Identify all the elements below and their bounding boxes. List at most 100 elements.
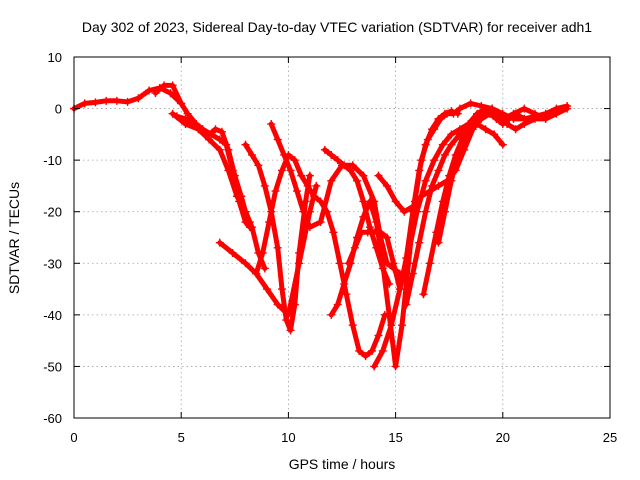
- y-tick-label: -20: [43, 205, 62, 220]
- data-point-marker: [273, 300, 282, 309]
- x-axis-label: GPS time / hours: [289, 456, 396, 472]
- data-point-marker: [520, 104, 529, 113]
- data-point-marker: [344, 259, 353, 268]
- data-point-marker: [350, 243, 359, 252]
- data-point-marker: [102, 96, 111, 105]
- data-point-marker: [340, 279, 349, 288]
- series-arc-12: [370, 120, 507, 371]
- data-point-marker: [359, 171, 368, 180]
- data-point-marker: [327, 176, 336, 185]
- data-point-marker: [511, 125, 520, 134]
- data-point-marker: [421, 207, 430, 216]
- data-point-marker: [378, 259, 387, 268]
- data-point-marker: [389, 259, 398, 268]
- data-point-marker: [376, 228, 385, 237]
- x-tick-label: 25: [603, 430, 617, 445]
- data-point-marker: [419, 290, 428, 299]
- data-point-marker: [391, 362, 400, 371]
- data-point-marker: [333, 156, 342, 165]
- data-point-marker: [297, 171, 306, 180]
- series-arc-14: [402, 104, 572, 309]
- data-point-marker: [267, 120, 276, 129]
- x-tick-label: 10: [281, 430, 295, 445]
- data-point-marker: [481, 125, 490, 134]
- series-arc-1: [70, 83, 186, 113]
- series-arc-16: [434, 109, 529, 247]
- data-point-marker: [335, 259, 344, 268]
- y-tick-label: -40: [43, 308, 62, 323]
- chart-title: Day 302 of 2023, Sidereal Day-to-day VTE…: [82, 19, 592, 35]
- data-point-marker: [290, 156, 299, 165]
- data-point-marker: [552, 109, 561, 118]
- data-point-marker: [292, 187, 301, 196]
- data-point-marker: [260, 181, 269, 190]
- data-point-marker: [295, 259, 304, 268]
- data-point-marker: [241, 140, 250, 149]
- data-point-marker: [355, 346, 364, 355]
- data-point-marker: [541, 114, 550, 123]
- data-point-marker: [383, 233, 392, 242]
- data-point-marker: [305, 223, 314, 232]
- series-arc-15: [419, 109, 550, 299]
- data-point-marker: [395, 285, 404, 294]
- data-point-marker: [224, 145, 233, 154]
- data-point-marker: [247, 223, 256, 232]
- data-point-marker: [346, 166, 355, 175]
- series-trace: [217, 183, 319, 318]
- data-point-marker: [303, 181, 312, 190]
- data-point-marker: [333, 300, 342, 309]
- data-point-marker: [123, 97, 132, 106]
- data-point-marker: [273, 135, 282, 144]
- data-point-marker: [400, 207, 409, 216]
- series-trace: [328, 100, 570, 369]
- data-point-marker: [368, 346, 377, 355]
- data-point-marker: [434, 114, 443, 123]
- data-point-marker: [273, 243, 282, 252]
- data-point-marker: [254, 161, 263, 170]
- data-point-marker: [80, 99, 89, 108]
- data-point-marker: [277, 285, 286, 294]
- data-point-marker: [460, 135, 469, 144]
- data-point-marker: [299, 207, 308, 216]
- data-point-marker: [160, 81, 169, 90]
- data-point-marker: [252, 269, 261, 278]
- data-point-marker: [194, 125, 203, 134]
- data-point-marker: [265, 218, 274, 227]
- data-point-marker: [247, 150, 256, 159]
- data-point-marker: [316, 197, 325, 206]
- data-point-marker: [447, 130, 456, 139]
- data-point-marker: [428, 125, 437, 134]
- data-point-marker: [455, 104, 464, 113]
- data-point-marker: [391, 197, 400, 206]
- data-point-marker: [408, 269, 417, 278]
- data-point-marker: [453, 150, 462, 159]
- data-point-marker: [215, 238, 224, 247]
- y-tick-label: 0: [55, 102, 62, 117]
- data-point-marker: [277, 166, 286, 175]
- data-point-marker: [372, 218, 381, 227]
- data-point-marker: [421, 176, 430, 185]
- axis-ticks: 0 5 10 15 20 25 10 0 -10 -20 -30 -40 -50 -60: [43, 50, 617, 445]
- data-point-marker: [447, 107, 456, 116]
- y-tick-label: -30: [43, 256, 62, 271]
- y-tick-label: -10: [43, 153, 62, 168]
- data-point-marker: [280, 150, 289, 159]
- data-point-marker: [241, 207, 250, 216]
- x-tick-label: 5: [178, 430, 185, 445]
- data-point-marker: [530, 114, 539, 123]
- data-point-marker: [492, 114, 501, 123]
- data-point-marker: [404, 248, 413, 257]
- data-point-marker: [430, 156, 439, 165]
- data-point-marker: [327, 310, 336, 319]
- series-trace: [371, 121, 506, 369]
- data-point-marker: [417, 192, 426, 201]
- data-point-marker: [166, 89, 175, 98]
- data-point-marker: [361, 352, 370, 361]
- data-point-marker: [402, 300, 411, 309]
- data-point-marker: [353, 176, 362, 185]
- data-point-marker: [329, 228, 338, 237]
- data-point-marker: [359, 212, 368, 221]
- data-point-marker: [398, 321, 407, 330]
- data-point-marker: [440, 207, 449, 216]
- data-point-marker: [262, 285, 271, 294]
